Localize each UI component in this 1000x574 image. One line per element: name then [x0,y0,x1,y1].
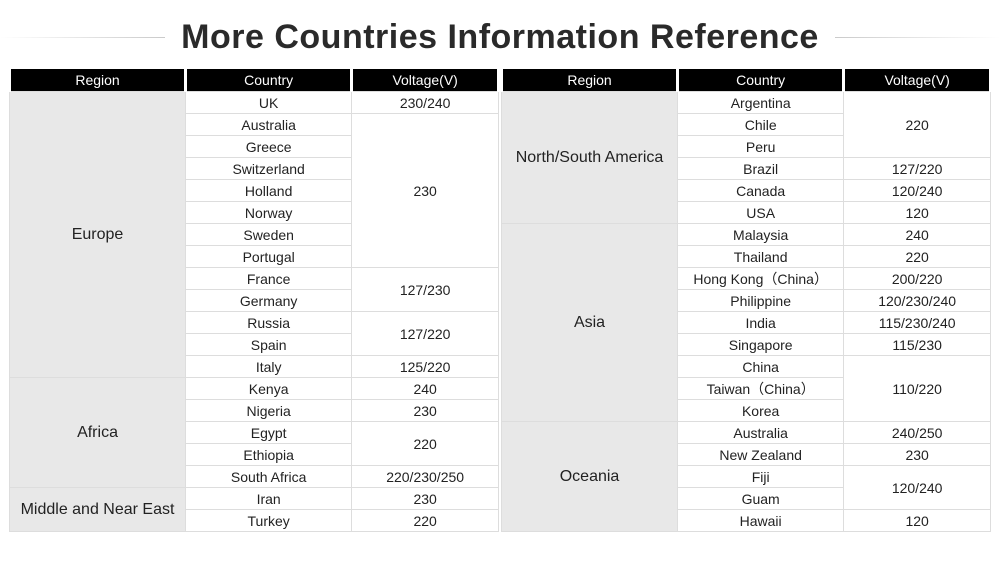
country-cell: Canada [678,180,844,202]
col-header: Voltage(V) [352,69,499,92]
country-cell: UK [186,92,352,114]
country-cell: Hong Kong（China） [678,268,844,290]
country-cell: Korea [678,400,844,422]
right-table: RegionCountryVoltage(V)North/South Ameri… [500,69,992,532]
page-title: More Countries Information Reference [181,18,819,57]
table-row: AfricaKenya240 [10,378,499,400]
country-cell: Ethiopia [186,444,352,466]
decor-line-right [835,37,1000,38]
region-cell: Africa [10,378,186,488]
country-cell: Sweden [186,224,352,246]
voltage-cell: 230 [352,114,499,268]
col-header: Region [502,69,678,92]
country-cell: Thailand [678,246,844,268]
country-cell: Brazil [678,158,844,180]
voltage-cell: 120/240 [844,466,991,510]
voltage-cell: 220 [844,246,991,268]
country-cell: Russia [186,312,352,334]
col-header: Country [678,69,844,92]
voltage-cell: 120 [844,510,991,532]
table-row: OceaniaAustralia240/250 [502,422,991,444]
country-cell: Fiji [678,466,844,488]
country-cell: Norway [186,202,352,224]
country-cell: Chile [678,114,844,136]
col-header: Region [10,69,186,92]
voltage-cell: 230 [352,488,499,510]
country-cell: Spain [186,334,352,356]
country-cell: China [678,356,844,378]
country-cell: India [678,312,844,334]
table-row: EuropeUK230/240 [10,92,499,114]
voltage-cell: 220 [352,422,499,466]
left-table-panel: RegionCountryVoltage(V)EuropeUK230/240Au… [8,69,500,532]
decor-line-left [0,37,165,38]
country-cell: Peru [678,136,844,158]
country-cell: Guam [678,488,844,510]
voltage-cell: 120/230/240 [844,290,991,312]
country-cell: Australia [186,114,352,136]
country-cell: New Zealand [678,444,844,466]
country-cell: Portugal [186,246,352,268]
voltage-cell: 115/230/240 [844,312,991,334]
voltage-cell: 230 [844,444,991,466]
voltage-cell: 240/250 [844,422,991,444]
voltage-cell: 127/220 [352,312,499,356]
voltage-cell: 127/220 [844,158,991,180]
country-cell: France [186,268,352,290]
country-cell: Turkey [186,510,352,532]
voltage-cell: 125/220 [352,356,499,378]
voltage-cell: 220/230/250 [352,466,499,488]
voltage-cell: 230/240 [352,92,499,114]
country-cell: Germany [186,290,352,312]
region-cell: Middle and Near East [10,488,186,532]
left-table: RegionCountryVoltage(V)EuropeUK230/240Au… [8,69,500,532]
table-row: North/South AmericaArgentina220 [502,92,991,114]
country-cell: Malaysia [678,224,844,246]
country-cell: Italy [186,356,352,378]
voltage-cell: 120 [844,202,991,224]
voltage-cell: 110/220 [844,356,991,422]
country-cell: Kenya [186,378,352,400]
voltage-cell: 115/230 [844,334,991,356]
voltage-cell: 230 [352,400,499,422]
country-cell: Argentina [678,92,844,114]
country-cell: Greece [186,136,352,158]
col-header: Country [186,69,352,92]
right-table-panel: RegionCountryVoltage(V)North/South Ameri… [500,69,992,532]
country-cell: Taiwan（China） [678,378,844,400]
country-cell: Nigeria [186,400,352,422]
region-cell: North/South America [502,92,678,224]
region-cell: Asia [502,224,678,422]
table-row: Middle and Near EastIran230 [10,488,499,510]
voltage-cell: 220 [844,92,991,158]
country-cell: USA [678,202,844,224]
table-row: AsiaMalaysia240 [502,224,991,246]
voltage-cell: 127/230 [352,268,499,312]
region-cell: Oceania [502,422,678,532]
country-cell: Singapore [678,334,844,356]
country-cell: Egypt [186,422,352,444]
country-cell: Australia [678,422,844,444]
region-cell: Europe [10,92,186,378]
voltage-cell: 240 [844,224,991,246]
voltage-cell: 220 [352,510,499,532]
country-cell: Iran [186,488,352,510]
country-cell: South Africa [186,466,352,488]
col-header: Voltage(V) [844,69,991,92]
country-cell: Hawaii [678,510,844,532]
country-cell: Holland [186,180,352,202]
voltage-cell: 240 [352,378,499,400]
country-cell: Switzerland [186,158,352,180]
country-cell: Philippine [678,290,844,312]
voltage-cell: 200/220 [844,268,991,290]
voltage-cell: 120/240 [844,180,991,202]
